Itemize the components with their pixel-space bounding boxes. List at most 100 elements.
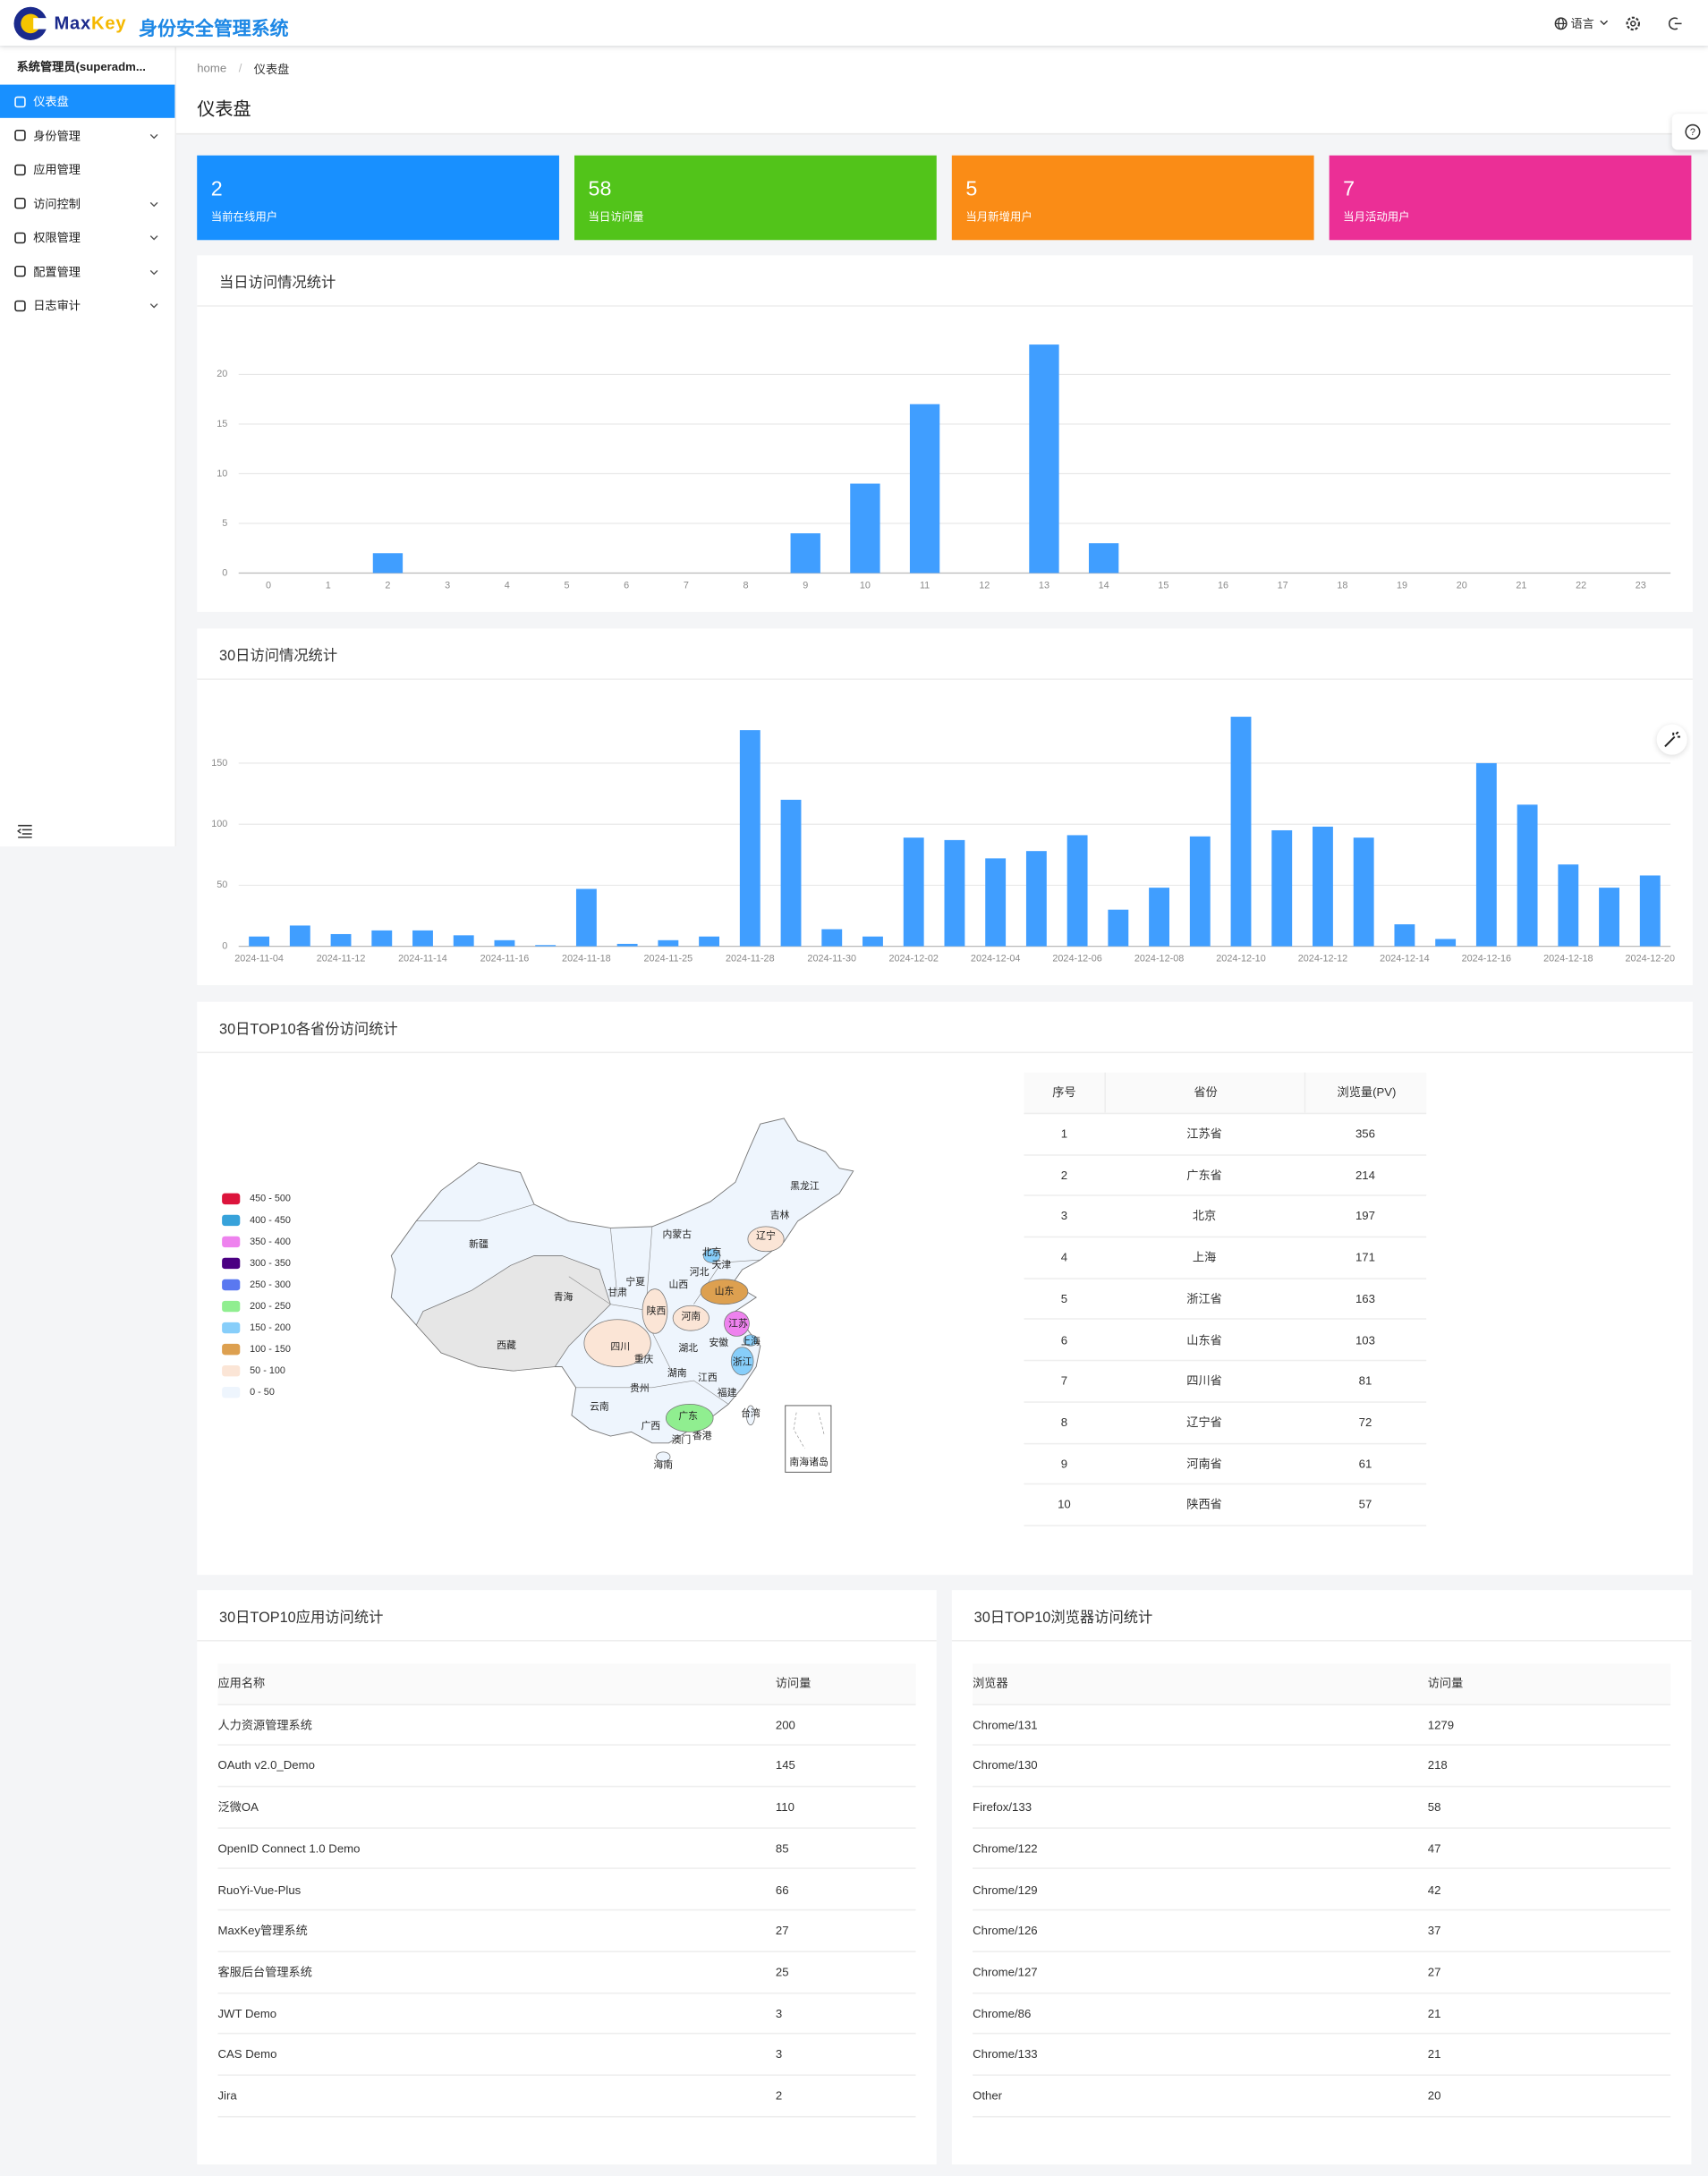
collapse-button[interactable] <box>16 824 34 838</box>
table-row: Chrome/131 1279 <box>973 1704 1671 1747</box>
card-title: 当日访问情况统计 <box>219 275 336 292</box>
table-row: OpenID Connect 1.0 Demo 85 <box>217 1829 916 1870</box>
table-row: 泛微OA 110 <box>217 1788 916 1829</box>
province-label: 天津 <box>712 1259 732 1271</box>
province-label: 新疆 <box>469 1237 489 1250</box>
table-cell: 81 <box>1358 1373 1372 1389</box>
table-cell: 3 <box>1060 1209 1068 1223</box>
page-header: home / 仪表盘 仪表盘 <box>175 47 1708 135</box>
bar <box>658 939 679 947</box>
province-label: 香港 <box>693 1430 712 1441</box>
legend-swatch <box>222 1343 241 1356</box>
stat-label: 当日访问量 <box>588 210 644 224</box>
table-cell: 3 <box>775 2046 783 2061</box>
menu-label: 日志审计 <box>33 298 81 312</box>
table-cell: 浙江省 <box>1186 1291 1222 1305</box>
table-cell: RuoYi-Vue-Plus <box>217 1882 302 1897</box>
table-cell: 辽宁省 <box>1186 1415 1222 1430</box>
table-row: Chrome/127 27 <box>973 1952 1671 1993</box>
menu-item[interactable]: 权限管理 <box>0 221 174 254</box>
province-label: 福建 <box>718 1386 737 1398</box>
column-header: 访问量 <box>1427 1676 1464 1690</box>
menu-item[interactable]: 身份管理 <box>0 119 174 152</box>
legend-swatch <box>222 1300 241 1313</box>
menu-label: 身份管理 <box>33 128 81 142</box>
x-tick-label: 2024-11-04 <box>234 953 284 964</box>
menu-icon <box>14 299 26 311</box>
theme-button[interactable] <box>1656 724 1687 755</box>
table-cell: CAS Demo <box>217 2046 277 2061</box>
bar <box>1435 939 1457 947</box>
table-cell: 21 <box>1427 2005 1441 2020</box>
x-tick-label: 5 <box>564 580 569 591</box>
x-tick-label: 2024-12-12 <box>1298 953 1347 964</box>
menu-item[interactable]: 仪表盘 <box>0 84 175 118</box>
x-tick-label: 14 <box>1099 580 1109 591</box>
globe-icon[interactable] <box>1554 17 1568 31</box>
y-tick-label: 0 <box>222 567 227 578</box>
menu-label: 访问控制 <box>33 196 81 210</box>
table-cell: 5 <box>1060 1291 1068 1305</box>
table-cell: 陕西省 <box>1186 1497 1222 1512</box>
province-label: 西藏 <box>497 1339 516 1351</box>
province-area <box>702 1248 721 1263</box>
card-title: 30日TOP10应用访问统计 <box>219 1609 384 1627</box>
menu-icon <box>14 231 26 243</box>
province-label: 山东 <box>715 1286 735 1297</box>
table-cell: Chrome/122 <box>973 1840 1038 1856</box>
help-circle <box>1685 123 1701 140</box>
table-header: 应用名称 访问量 <box>217 1663 916 1705</box>
language-switch[interactable]: 语言 <box>1570 16 1594 31</box>
menu-label: 配置管理 <box>33 264 81 278</box>
bar <box>494 939 515 947</box>
bar <box>453 935 474 947</box>
bar <box>821 929 843 947</box>
province-label: 河北 <box>690 1266 710 1278</box>
x-tick-label: 2024-11-14 <box>398 953 447 964</box>
help-button[interactable]: ? <box>1671 114 1708 150</box>
table-cell: 人力资源管理系统 <box>217 1717 312 1731</box>
province-label: 陕西 <box>647 1304 667 1316</box>
table-cell: 163 <box>1355 1291 1375 1305</box>
x-tick-label: 2024-12-04 <box>971 953 1020 964</box>
table-row: 10 陕西省 57 <box>1024 1485 1427 1526</box>
menu-item[interactable]: 日志审计 <box>0 289 174 322</box>
legend-swatch <box>222 1364 241 1377</box>
x-tick-label: 8 <box>744 580 749 591</box>
bar <box>616 943 638 947</box>
breadcrumb-link[interactable]: home <box>197 61 227 75</box>
column-header: 浏览器 <box>973 1676 1008 1690</box>
x-tick-label: 7 <box>684 580 689 591</box>
x-tick-label: 22 <box>1576 580 1586 591</box>
table-cell: 214 <box>1355 1168 1375 1182</box>
x-tick-label: 2024-12-20 <box>1626 953 1675 964</box>
settings-icon[interactable] <box>1625 15 1642 32</box>
table-row: MaxKey管理系统 27 <box>217 1911 916 1952</box>
table-cell: 北京 <box>1192 1209 1217 1223</box>
logo[interactable] <box>11 4 53 43</box>
bar <box>790 533 820 574</box>
table-cell: 江苏省 <box>1186 1126 1222 1141</box>
table-cell: JWT Demo <box>217 2005 277 2020</box>
card-divider <box>951 1640 1692 1642</box>
province-label: 江西 <box>698 1372 718 1383</box>
table-cell: 2 <box>775 2087 783 2103</box>
table-cell: 27 <box>775 1923 789 1938</box>
table-cell: OAuth v2.0_Demo <box>217 1758 315 1772</box>
menu-chevron <box>149 269 158 275</box>
menu-item[interactable]: 配置管理 <box>0 255 174 288</box>
menu-icon <box>14 265 26 277</box>
province-area <box>724 1311 750 1337</box>
menu-item[interactable]: 访问控制 <box>0 187 174 220</box>
province-label: 云南 <box>590 1400 609 1412</box>
table-cell: 2 <box>1060 1168 1068 1182</box>
table-row: JWT Demo 3 <box>217 1993 916 2035</box>
logout-icon[interactable] <box>1666 15 1683 32</box>
menu-item[interactable]: 应用管理 <box>0 153 174 186</box>
table-cell: 72 <box>1358 1415 1372 1430</box>
y-tick-label: 5 <box>222 518 227 529</box>
x-tick-label: 12 <box>979 580 990 591</box>
bar <box>903 837 924 947</box>
